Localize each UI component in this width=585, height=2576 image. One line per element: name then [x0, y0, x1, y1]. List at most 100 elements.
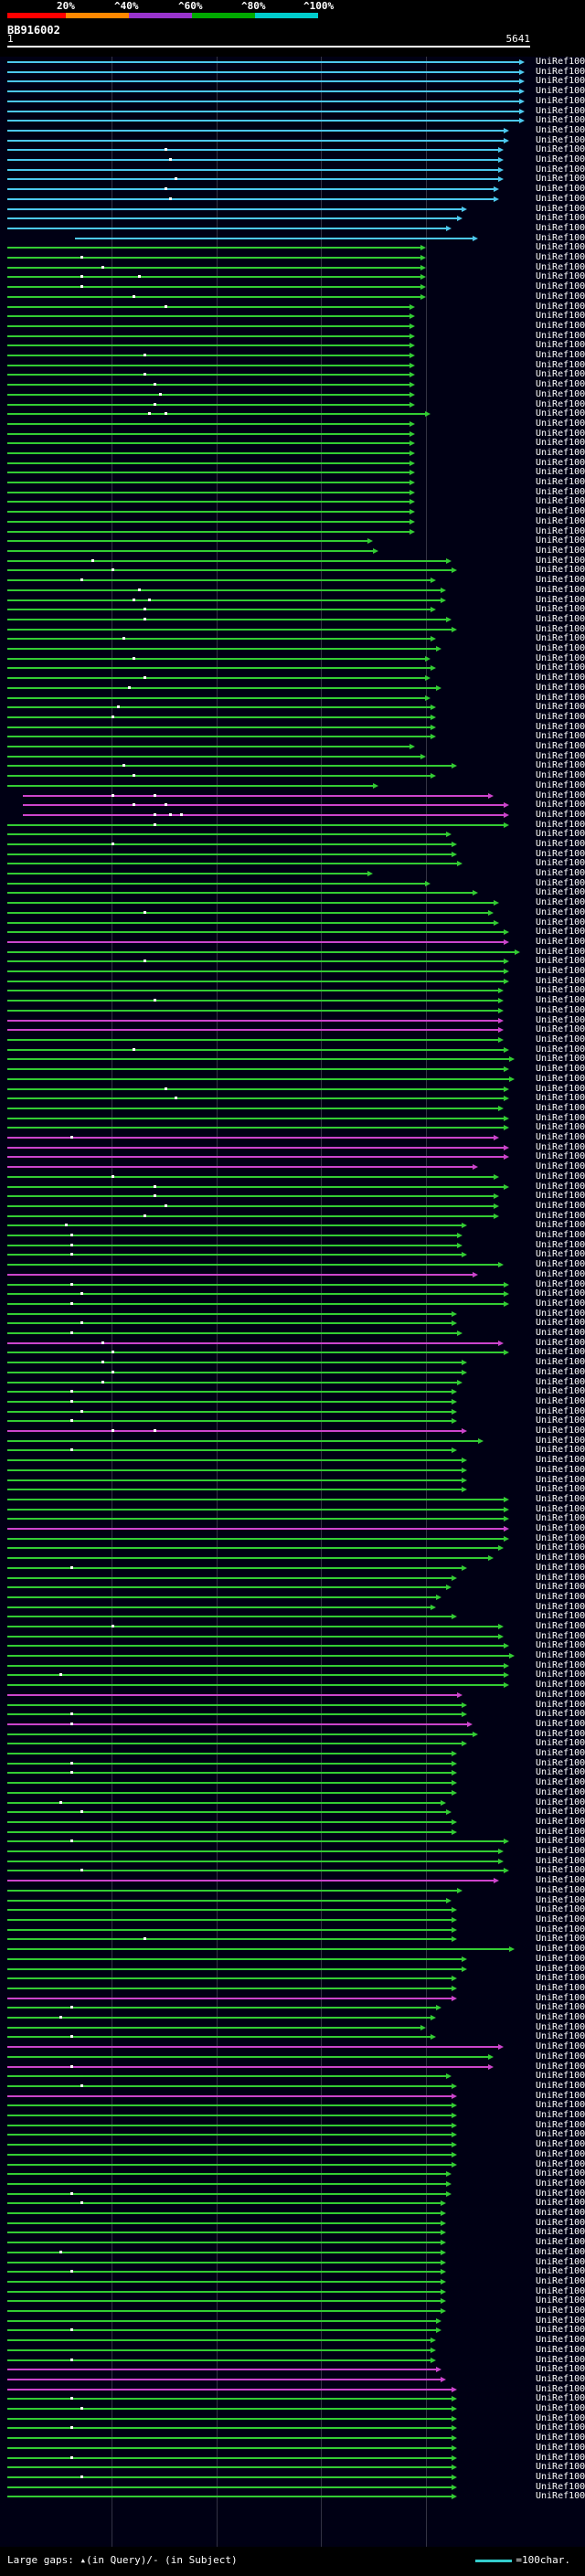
hit-row[interactable] — [7, 1125, 510, 1130]
hit-label[interactable]: UniRef100_A4H9C3 — [536, 1553, 585, 1563]
hit-row[interactable] — [7, 890, 478, 896]
hit-row[interactable] — [7, 1653, 515, 1659]
hit-row[interactable] — [23, 802, 510, 808]
hit-label[interactable]: UniRef100_C5XEP7 — [536, 408, 585, 419]
hit-row[interactable] — [7, 2103, 457, 2108]
hit-row[interactable] — [7, 1497, 510, 1502]
hit-label[interactable]: UniRef100_A2I855 — [536, 907, 585, 917]
hit-label[interactable]: UniRef100_A9SPJ9 — [536, 2374, 585, 2384]
hit-row[interactable] — [7, 1732, 478, 1737]
hit-row[interactable] — [7, 656, 431, 662]
hit-row[interactable] — [7, 2054, 494, 2060]
hit-label[interactable]: UniRef100_B9N5P7 — [536, 2316, 585, 2326]
hit-label[interactable]: UniRef100_C5XE28 — [536, 595, 585, 605]
hit-row[interactable] — [7, 1311, 457, 1317]
hit-label[interactable]: UniRef100_B9HUM1 — [536, 1836, 585, 1846]
hit-label[interactable]: UniRef100_Q8LJS1 — [536, 2295, 585, 2306]
hit-row[interactable] — [7, 1203, 499, 1209]
hit-label[interactable]: UniRef100_B9RR56 — [536, 1904, 585, 1914]
hit-row[interactable] — [7, 665, 437, 671]
hit-label[interactable]: UniRef100_A2Z9K5 — [536, 673, 585, 683]
hit-row[interactable] — [7, 294, 426, 300]
hit-row[interactable] — [7, 2406, 457, 2412]
hit-label[interactable]: UniRef100_C5DFZ5 — [536, 1054, 585, 1064]
hit-label[interactable]: UniRef100_Q94HW6 — [536, 1973, 585, 1983]
hit-label[interactable]: UniRef100_Q7YHE5 — [536, 868, 585, 878]
hit-row[interactable] — [7, 461, 416, 466]
hit-row[interactable] — [7, 2034, 437, 2040]
hit-row[interactable] — [7, 598, 447, 603]
hit-label[interactable]: UniRef100_B9US11 — [536, 800, 585, 810]
hit-label[interactable]: UniRef100_B9T6P4 — [536, 1650, 585, 1660]
hit-row[interactable] — [7, 1946, 515, 1952]
hit-row[interactable] — [7, 1164, 478, 1170]
hit-label[interactable]: UniRef100_A5BPL1 — [536, 604, 585, 614]
hit-label[interactable]: UniRef100_UPI000 — [536, 1445, 585, 1455]
hit-row[interactable] — [7, 1380, 463, 1385]
hit-label[interactable]: UniRef100_B9HZY3 — [536, 1494, 585, 1504]
hit-row[interactable] — [7, 2494, 457, 2499]
hit-label[interactable]: UniRef100_Q2HSW8 — [536, 887, 585, 897]
hit-label[interactable]: UniRef100_A9RFE4 — [536, 829, 585, 839]
hit-row[interactable] — [7, 2289, 447, 2295]
hit-label[interactable]: UniRef100_B2ZGR7 — [536, 1846, 585, 1856]
hit-row[interactable] — [7, 2044, 505, 2050]
hit-row[interactable] — [7, 567, 457, 573]
hit-label[interactable]: UniRef100_UPI000 — [536, 1944, 585, 1954]
hit-label[interactable]: UniRef100_A7PPR1 — [536, 2012, 585, 2022]
hit-row[interactable] — [7, 2455, 457, 2461]
hit-label[interactable]: UniRef100_Q3E7W4 — [536, 956, 585, 966]
hit-row[interactable] — [7, 1193, 499, 1199]
hit-row[interactable] — [7, 1056, 515, 1062]
hit-row[interactable] — [7, 852, 457, 857]
hit-row[interactable] — [7, 1145, 510, 1150]
hit-row[interactable] — [7, 2337, 437, 2343]
hit-label[interactable]: UniRef100_Q6Z0V2 — [536, 1621, 585, 1631]
hit-row[interactable] — [7, 1507, 510, 1512]
hit-label[interactable]: UniRef100_C6T8M5 — [536, 741, 585, 751]
hit-label[interactable]: UniRef100_B9ML68 — [536, 1044, 585, 1055]
hit-label[interactable]: UniRef100_A2YUK0 — [536, 1132, 585, 1142]
hit-label[interactable]: UniRef100_B9TB05 — [536, 643, 585, 653]
hit-row[interactable] — [7, 1243, 463, 1248]
hit-row[interactable] — [7, 1399, 457, 1405]
hit-row[interactable] — [23, 793, 494, 799]
hit-label[interactable]: UniRef100_Q6Z538 — [536, 633, 585, 643]
hit-row[interactable] — [7, 2269, 447, 2274]
hit-label[interactable]: UniRef100_C6T8K4 — [536, 86, 585, 96]
hit-row[interactable] — [7, 1438, 484, 1444]
hit-label[interactable]: UniRef100_A2YHP5 — [536, 526, 585, 536]
hit-row[interactable] — [7, 959, 510, 964]
hit-row[interactable] — [7, 1526, 510, 1532]
hit-label[interactable]: UniRef100_Q0E574 — [536, 575, 585, 585]
hit-label[interactable]: UniRef100_A4UYJ2 — [536, 731, 585, 741]
hit-label[interactable]: UniRef100_B8A2R3 — [536, 1093, 585, 1103]
hit-label[interactable]: UniRef100_Q7Y1A5 — [536, 2306, 585, 2316]
hit-row[interactable] — [7, 382, 416, 387]
hit-row[interactable] — [7, 1087, 510, 1092]
hit-row[interactable] — [7, 1859, 505, 1864]
hit-row[interactable] — [7, 1037, 505, 1043]
hit-row[interactable] — [7, 1047, 510, 1053]
hit-row[interactable] — [7, 783, 379, 789]
hit-row[interactable] — [7, 284, 426, 290]
hit-label[interactable]: UniRef100_Q3HXI3 — [536, 2384, 585, 2394]
hit-label[interactable]: UniRef100_Q5QYY3 — [536, 937, 585, 947]
hit-row[interactable] — [7, 988, 505, 993]
hit-label[interactable]: UniRef100_C5X4Y0 — [536, 292, 585, 302]
hit-row[interactable] — [7, 861, 463, 866]
hit-row[interactable] — [7, 323, 416, 329]
hit-row[interactable] — [7, 167, 505, 173]
hit-row[interactable] — [7, 157, 505, 163]
hit-label[interactable]: UniRef100_C5XGY2 — [536, 1299, 585, 1309]
hit-label[interactable]: UniRef100_A9PFR0 — [536, 1533, 585, 1543]
hit-row[interactable] — [7, 1027, 505, 1033]
hit-row[interactable] — [7, 1868, 510, 1873]
hit-row[interactable] — [7, 2367, 441, 2372]
hit-label[interactable]: UniRef100_B9A255 — [536, 966, 585, 976]
hit-row[interactable] — [7, 2250, 447, 2255]
hit-row[interactable] — [7, 519, 416, 525]
hit-label[interactable]: UniRef100_A8NZG0 — [536, 2168, 585, 2178]
hit-row[interactable] — [7, 910, 494, 916]
hit-label[interactable]: UniRef100_A7PTP3 — [536, 1542, 585, 1553]
